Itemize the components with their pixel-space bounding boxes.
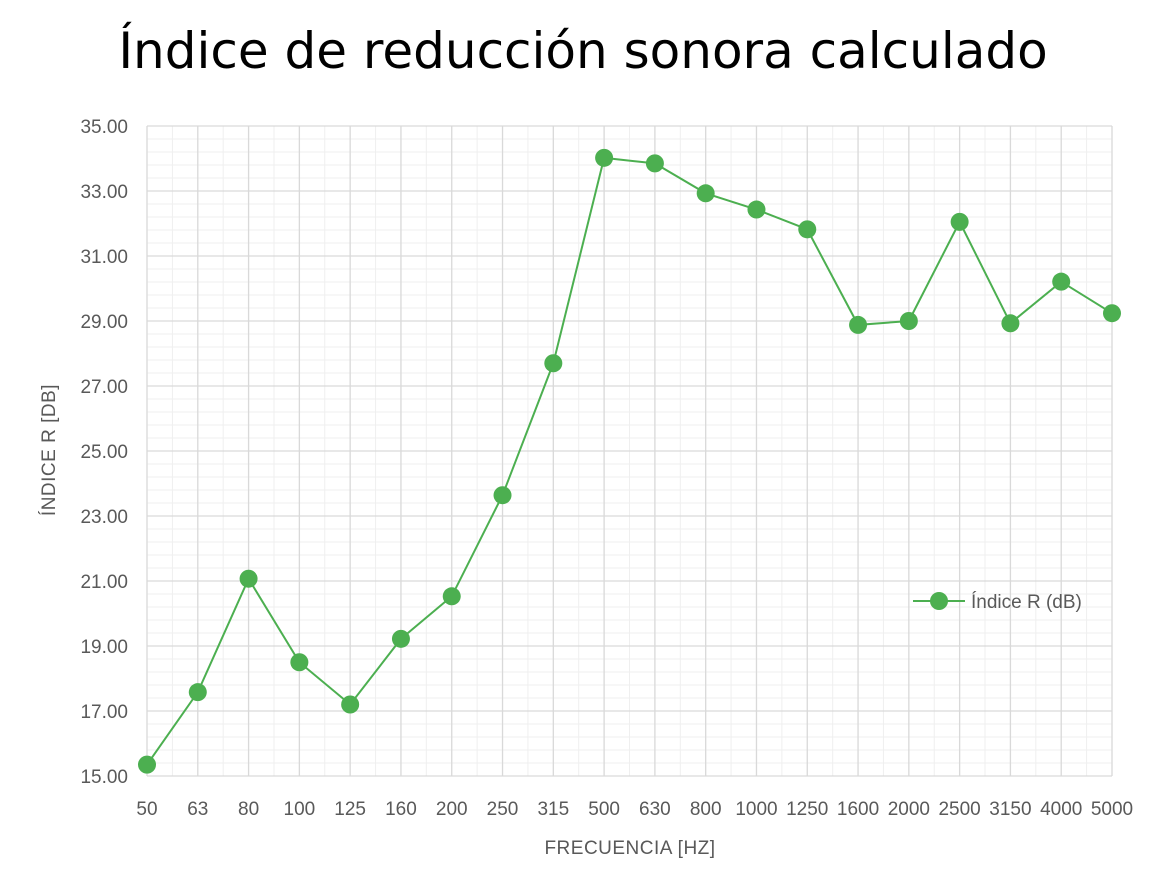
x-tick-label: 1600 (837, 799, 879, 820)
y-tick-label: 31.00 (80, 247, 128, 268)
x-tick-label: 80 (238, 799, 259, 820)
x-tick-label: 3150 (989, 799, 1031, 820)
x-tick-label: 2000 (888, 799, 930, 820)
x-tick-label: 125 (334, 799, 366, 820)
x-tick-label: 1250 (786, 799, 828, 820)
x-tick-label: 800 (690, 799, 722, 820)
legend: Índice R (dB) (913, 592, 1082, 613)
data-point (1103, 304, 1121, 323)
x-tick-label: 315 (537, 799, 569, 820)
data-point (595, 148, 614, 167)
x-tick-label: 4000 (1040, 799, 1082, 820)
y-tick-label: 29.00 (80, 312, 128, 333)
data-point (544, 354, 563, 373)
x-tick-label: 250 (487, 799, 519, 820)
data-point (696, 184, 715, 203)
x-tick-label: 1000 (735, 799, 777, 820)
y-tick-label: 35.00 (80, 117, 128, 138)
x-tick-label: 200 (436, 799, 468, 820)
y-tick-label: 27.00 (80, 377, 128, 398)
x-tick-label: 630 (639, 799, 671, 820)
x-tick-label: 5000 (1091, 799, 1133, 820)
y-tick-label: 23.00 (80, 507, 128, 528)
data-point (341, 695, 360, 714)
y-axis-tick-labels: 15.00 17.00 19.00 21.00 23.00 25.00 27.00 29.00… (80, 117, 128, 788)
x-tick-label: 63 (187, 799, 208, 820)
y-axis-title: ÍNDICE R [DB] (39, 384, 60, 516)
data-point (798, 220, 817, 239)
data-point (1001, 314, 1020, 333)
legend-marker-swatch (930, 592, 948, 610)
x-tick-label: 500 (588, 799, 620, 820)
x-axis-title: FRECUENCIA [HZ] (544, 838, 715, 859)
data-point (290, 653, 309, 672)
data-point (849, 315, 868, 334)
data-point (188, 683, 207, 702)
minor-gridlines (147, 126, 1112, 776)
series-layer (138, 148, 1121, 774)
data-point (899, 312, 918, 330)
data-point (442, 587, 461, 606)
data-point (747, 200, 766, 219)
y-tick-label: 17.00 (80, 702, 128, 723)
data-point (239, 569, 258, 588)
y-tick-label: 25.00 (80, 442, 128, 463)
data-point (1052, 272, 1071, 291)
y-tick-label: 15.00 (80, 767, 128, 788)
series-line (146, 156, 1113, 766)
chart-title: Índice de reducción sonora calculado (118, 22, 1048, 80)
data-point (138, 755, 156, 774)
data-point (391, 629, 410, 648)
y-tick-label: 21.00 (80, 572, 128, 593)
data-point (645, 154, 664, 173)
legend-label: Índice R (dB) (971, 592, 1082, 613)
x-tick-label: 50 (136, 799, 157, 820)
y-tick-label: 19.00 (80, 637, 128, 658)
x-axis-tick-labels: 50 63 80 100 125 160 200 250 315 500 630 800 1000 125… (136, 799, 1133, 820)
x-tick-label: 2500 (938, 799, 980, 820)
y-tick-label: 33.00 (80, 182, 128, 203)
data-point (493, 486, 512, 505)
x-tick-label: 100 (284, 799, 316, 820)
x-tick-label: 160 (385, 799, 417, 820)
data-point (950, 212, 969, 231)
